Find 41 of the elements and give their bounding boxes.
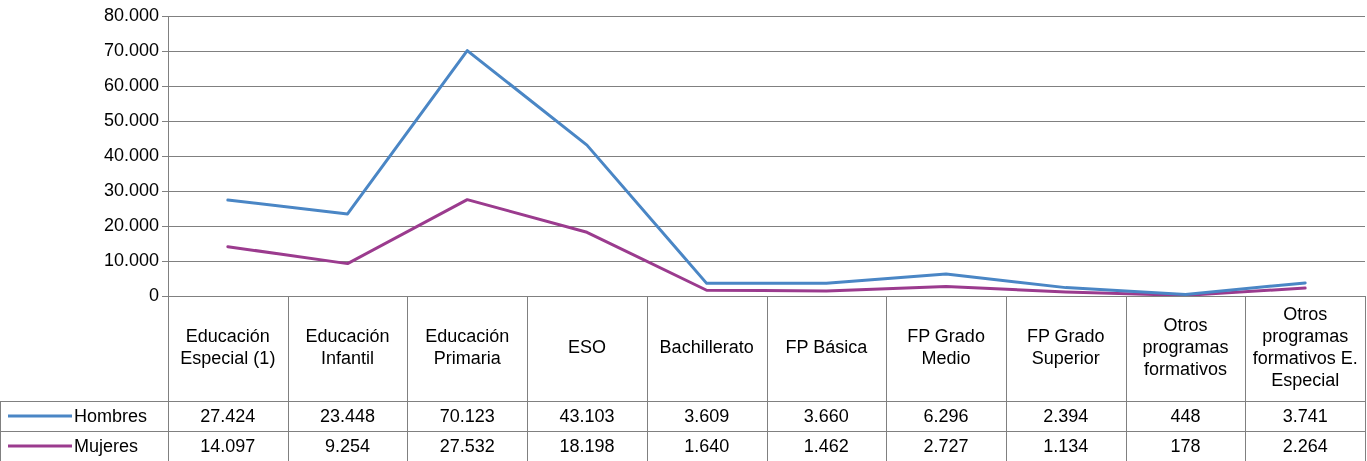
- data-label: 448: [1170, 405, 1201, 426]
- data-label: 6.296: [923, 405, 969, 426]
- data-label: 3.609: [684, 405, 730, 426]
- data-label: 70.123: [439, 405, 495, 426]
- data-label: 27.532: [439, 435, 495, 456]
- data-label: 178: [1170, 435, 1201, 456]
- data-label: 27.424: [200, 405, 256, 426]
- data-label: 9.254: [325, 435, 371, 456]
- x-tick-label: FP Grado Medio: [907, 326, 985, 369]
- data-label: 1.462: [803, 435, 849, 456]
- data-label: 3.660: [803, 405, 849, 426]
- y-tick-label: 20.000: [103, 214, 159, 235]
- data-label: 18.198: [559, 435, 615, 456]
- x-tick-label: Educación Primaria: [425, 326, 510, 369]
- data-label: 23.448: [320, 405, 376, 426]
- data-label: 3.741: [1282, 405, 1328, 426]
- y-tick-label: 60.000: [103, 74, 159, 95]
- y-tick-label: 30.000: [103, 179, 159, 200]
- data-label: 2.394: [1043, 405, 1089, 426]
- y-tick-label: 70.000: [103, 39, 159, 60]
- x-tick-label: FP Grado Superior: [1026, 326, 1105, 369]
- y-tick-label: 10.000: [103, 249, 159, 270]
- x-tick-label: FP Básica: [785, 337, 869, 358]
- y-tick-label: 50.000: [103, 109, 159, 130]
- y-tick-label: 0: [148, 284, 159, 305]
- data-label: 14.097: [200, 435, 256, 456]
- data-label: 43.103: [559, 405, 615, 426]
- data-label: 1.640: [684, 435, 730, 456]
- x-tick-label: ESO: [567, 337, 606, 358]
- legend-label: Mujeres: [74, 435, 139, 456]
- data-label: 1.134: [1043, 435, 1089, 456]
- x-tick-label: Educación Especial (1): [180, 326, 276, 369]
- y-tick-label: 80.000: [103, 4, 159, 25]
- x-tick-label: Educación Infantil: [305, 326, 390, 369]
- x-tick-label: Otros programas formativos: [1142, 315, 1229, 380]
- data-label: 2.264: [1282, 435, 1328, 456]
- legend-label: Hombres: [74, 405, 148, 426]
- x-tick-label: Bachillerato: [659, 337, 754, 358]
- data-label: 2.727: [923, 435, 969, 456]
- x-tick-label: Otros programas formativos E. Especial: [1252, 304, 1358, 391]
- y-tick-label: 40.000: [103, 144, 159, 165]
